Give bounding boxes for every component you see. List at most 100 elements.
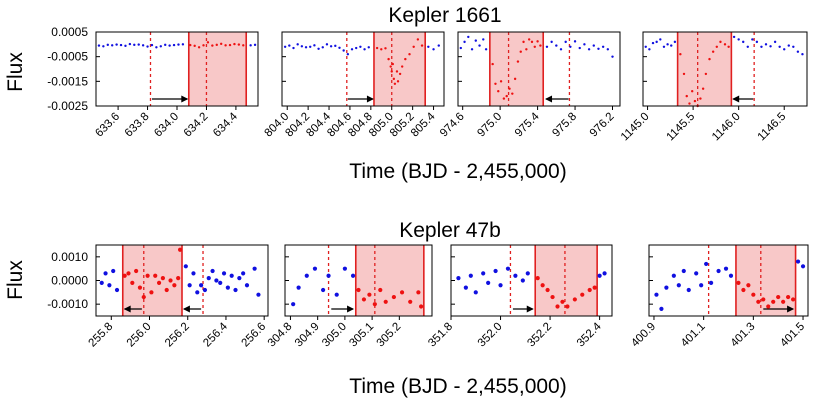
data-point-out-of-transit	[241, 271, 246, 276]
y-tick-label: -0.0010	[47, 297, 88, 311]
data-point-out-of-transit	[329, 45, 333, 48]
data-point-in-transit	[383, 299, 388, 304]
data-point-in-transit	[206, 41, 210, 44]
x-tick-label: 634.2	[182, 111, 211, 140]
data-point-out-of-transit	[199, 283, 204, 288]
panel-1-3: 400.9 401.1 401.3 401.5	[629, 244, 809, 350]
xlabel-bottom: Time (BJD - 2,455,000)	[349, 375, 566, 398]
data-point-out-of-transit	[513, 273, 518, 278]
data-point-in-transit	[550, 294, 555, 300]
data-point-in-transit	[525, 48, 528, 51]
data-point-in-transit	[491, 62, 494, 66]
x-tick-label: 305.2	[375, 321, 404, 350]
data-point-out-of-transit	[520, 278, 525, 283]
x-tick-label: 1145.5	[664, 111, 697, 144]
data-point-out-of-transit	[602, 271, 607, 276]
x-tick-label: 633.8	[123, 111, 152, 140]
data-point-in-transit	[771, 299, 776, 304]
arrow-head	[347, 305, 355, 313]
data-point-in-transit	[766, 304, 771, 309]
data-point-in-transit	[404, 57, 407, 61]
data-point-out-of-transit	[218, 280, 223, 285]
data-point-out-of-transit	[728, 273, 734, 278]
data-point-in-transit	[536, 40, 539, 43]
data-point-out-of-transit	[746, 45, 749, 48]
data-point-in-transit	[395, 70, 399, 73]
data-point-out-of-transit	[342, 266, 347, 271]
data-point-in-transit	[215, 43, 218, 47]
data-point-out-of-transit	[321, 287, 326, 293]
data-point-in-transit	[412, 45, 415, 48]
data-point-in-transit	[396, 80, 400, 83]
data-point-out-of-transit	[309, 45, 312, 48]
x-tick-label: 633.6	[93, 111, 122, 140]
data-point-in-transit	[393, 82, 397, 86]
data-point-out-of-transit	[321, 46, 324, 49]
transit-window	[188, 32, 247, 106]
data-point-out-of-transit	[249, 44, 252, 47]
data-point-in-transit	[502, 97, 506, 100]
data-point-in-transit	[786, 294, 791, 300]
x-tick-label: 1146.0	[710, 111, 743, 144]
data-point-out-of-transit	[202, 287, 208, 293]
data-point-in-transit	[189, 43, 192, 47]
data-point-out-of-transit	[342, 49, 345, 52]
data-point-in-transit	[398, 72, 402, 76]
data-point-out-of-transit	[670, 44, 673, 47]
data-point-out-of-transit	[474, 39, 477, 42]
panel-0-3: 1145.0 1145.5 1146.0 1146.5	[619, 31, 808, 144]
data-point-in-transit	[391, 62, 394, 66]
data-point-out-of-transit	[559, 48, 563, 51]
data-point-out-of-transit	[601, 45, 605, 48]
x-tick-label: 1146.5	[756, 111, 789, 144]
data-point-out-of-transit	[137, 43, 140, 46]
data-point-out-of-transit	[755, 40, 759, 44]
data-point-out-of-transit	[778, 45, 781, 48]
data-point-out-of-transit	[505, 266, 511, 271]
arrow-head	[732, 95, 740, 103]
data-point-out-of-transit	[283, 45, 287, 48]
transit-window	[535, 245, 598, 316]
data-point-out-of-transit	[195, 290, 200, 295]
data-point-in-transit	[153, 273, 158, 278]
data-point-out-of-transit	[168, 44, 171, 47]
data-point-in-transit	[193, 44, 196, 48]
data-point-out-of-transit	[312, 266, 318, 271]
data-point-out-of-transit	[648, 48, 651, 51]
data-point-out-of-transit	[326, 273, 331, 278]
title-kepler-1661: Kepler 1661	[388, 4, 501, 27]
data-point-out-of-transit	[252, 266, 257, 271]
data-point-out-of-transit	[666, 43, 669, 46]
data-point-out-of-transit	[432, 48, 435, 51]
x-tick-label: 634.4	[211, 110, 240, 139]
x-tick-label: 401.1	[679, 321, 708, 350]
x-tick-label: 256.0	[125, 321, 154, 350]
data-point-out-of-transit	[141, 44, 145, 47]
data-point-out-of-transit	[124, 44, 127, 48]
data-point-out-of-transit	[111, 268, 116, 274]
data-point-out-of-transit	[233, 287, 238, 293]
data-point-out-of-transit	[664, 285, 669, 290]
data-point-out-of-transit	[183, 264, 188, 269]
data-point-in-transit	[723, 43, 727, 46]
data-point-out-of-transit	[459, 46, 463, 50]
data-point-out-of-transit	[292, 46, 295, 50]
data-point-out-of-transit	[291, 302, 296, 307]
transit-window	[735, 245, 796, 316]
data-point-out-of-transit	[644, 45, 647, 48]
data-point-in-transit	[390, 70, 393, 73]
data-point-in-transit	[519, 50, 522, 53]
title-kepler-47b: Kepler 47b	[399, 219, 501, 242]
data-point-out-of-transit	[244, 283, 250, 288]
data-point-out-of-transit	[654, 292, 659, 297]
data-point-out-of-transit	[783, 48, 786, 51]
data-point-out-of-transit	[525, 271, 530, 276]
panel-frame	[642, 31, 808, 107]
data-point-in-transit	[711, 50, 715, 53]
data-point-in-transit	[176, 276, 181, 281]
data-point-in-transit	[408, 53, 411, 56]
data-point-out-of-transit	[704, 261, 709, 267]
data-point-in-transit	[242, 44, 245, 47]
